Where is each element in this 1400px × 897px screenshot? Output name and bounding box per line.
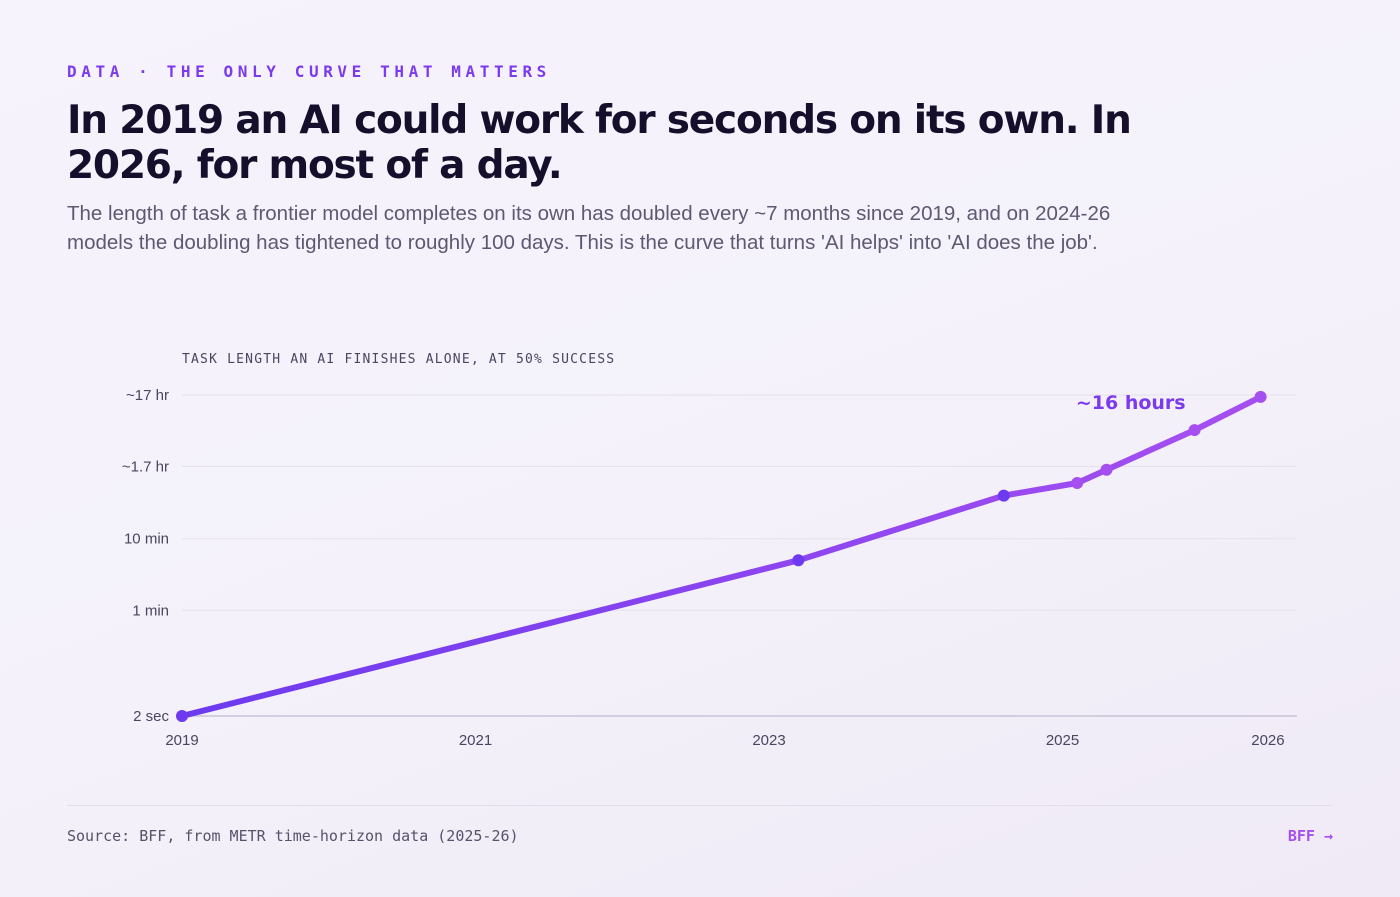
x-tick-label: 2023 (752, 732, 785, 749)
series-line (179, 393, 1264, 719)
task-length-chart: TASK LENGTH AN AI FINISHES ALONE, AT 50%… (122, 352, 1297, 749)
page-title: In 2019 an AI could work for seconds on … (67, 98, 1132, 188)
data-point (792, 554, 805, 567)
data-point (1188, 424, 1201, 437)
footer-divider (67, 805, 1333, 806)
x-tick-label: 2021 (459, 732, 492, 749)
section-eyebrow: DATA · THE ONLY CURVE THAT MATTERS (67, 62, 551, 81)
y-tick-labels: 2 sec 1 min 10 min ~1.7 hr ~17 hr (122, 387, 170, 725)
x-tick-label: 2025 (1046, 732, 1079, 749)
y-tick-label: ~1.7 hr (122, 459, 169, 476)
data-point (997, 489, 1010, 502)
data-point (1100, 463, 1113, 476)
x-tick-labels: 2019 2021 2023 2025 2026 (165, 732, 1284, 749)
data-point (176, 710, 188, 722)
brand-link[interactable]: BFF → (1287, 827, 1333, 845)
y-tick-label: 2 sec (133, 708, 169, 725)
page-subtitle: The length of task a frontier model comp… (67, 202, 1111, 254)
grid-lines (182, 394, 1297, 717)
y-tick-label: 1 min (132, 602, 169, 619)
y-tick-label: ~17 hr (126, 387, 169, 404)
annotation-layer: ~16 hours (1076, 392, 1186, 414)
series-layer (176, 390, 1267, 722)
y-axis-caption: TASK LENGTH AN AI FINISHES ALONE, AT 50%… (182, 352, 615, 367)
data-point (1254, 390, 1267, 403)
x-tick-label: 2026 (1251, 732, 1284, 749)
y-tick-label: 10 min (124, 531, 169, 548)
data-point (1071, 477, 1084, 490)
annotation-label: ~16 hours (1076, 392, 1186, 414)
source-note: Source: BFF, from METR time-horizon data… (67, 827, 519, 845)
x-tick-label: 2019 (165, 732, 198, 749)
